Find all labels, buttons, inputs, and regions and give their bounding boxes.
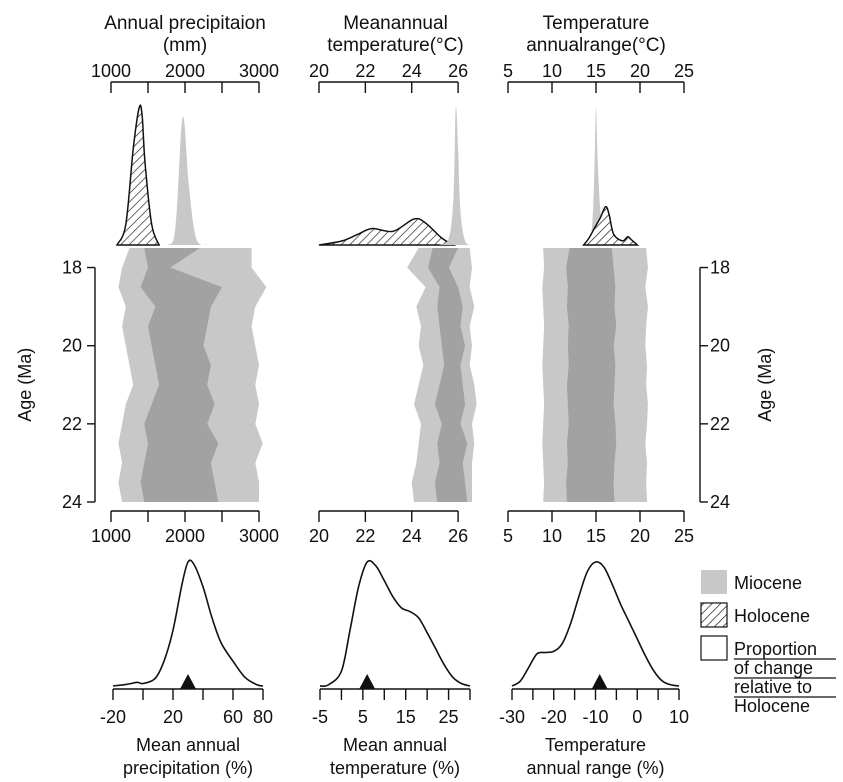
top-tick-label-range-3: 20 (630, 61, 650, 81)
ts-inner-band-precip (140, 248, 222, 502)
ts-inner-band-temp (427, 248, 468, 502)
top-title-precip-2: (mm) (163, 35, 207, 56)
top-tick-label-range-2: 15 (586, 61, 606, 81)
top-density-precip-miocene (167, 116, 208, 246)
top-title-precip-1: Annual precipitaion (104, 13, 266, 34)
change-tick-label-temp-2: 5 (358, 707, 368, 727)
legend-proportion-line-1: Proportion (734, 639, 817, 659)
top-density-precip-holocene (115, 104, 161, 246)
top-density-temp-holocene (318, 217, 457, 246)
change-density-panels: -20 20 60 80 Mean annual precipitation (%) -5 5… (100, 559, 689, 778)
change-tick-label-range-2: -20 (541, 707, 567, 727)
top-tick-label-temp-2: 24 (402, 61, 422, 81)
change-density-line-temp (319, 559, 471, 688)
ts-y-tick-label-right-1: 20 (710, 336, 730, 356)
legend-holocene-swatch (700, 602, 728, 628)
top-tick-label-range-0: 5 (503, 61, 513, 81)
ts-tick-label-temp-2: 24 (402, 526, 422, 546)
ts-y-tick-label-right-2: 22 (710, 414, 730, 434)
ts-tick-label-temp-1: 22 (355, 526, 375, 546)
change-tick-label-temp-6: 25 (439, 707, 459, 727)
ts-tick-label-range-1: 10 (542, 526, 562, 546)
top-tick-label-precip-2: 3000 (239, 61, 279, 81)
legend-proportion-line-3: relative to (734, 677, 812, 697)
change-x-axis-label-temp-1: Mean annual (343, 735, 447, 755)
change-tick-label-range-6: 0 (632, 707, 642, 727)
change-x-axis-label-temp-2: temperature (%) (330, 758, 460, 778)
top-tick-label-range-4: 25 (674, 61, 694, 81)
legend-proportion-line-4: Holocene (734, 696, 810, 716)
ts-tick-label-range-4: 25 (674, 526, 694, 546)
change-x-axis-label-precip-2: precipitation (%) (123, 758, 253, 778)
timeseries-panel-range: 5 10 15 20 25 18 20 22 24 Age (Ma) (503, 248, 775, 546)
top-panel-precip: Annual precipitaion(mm) 1000 2000 3000 (91, 13, 279, 246)
change-tick-label-temp-0: -5 (312, 707, 328, 727)
ts-tick-label-precip-0: 1000 (91, 526, 131, 546)
legend-proportion-line-2: of change (734, 658, 813, 678)
ts-y-tick-label-left-3: 24 (62, 492, 82, 512)
top-title-temp-2: temperature(°C) (327, 35, 463, 56)
ts-y-tick-label-left-0: 18 (62, 258, 82, 278)
ts-tick-label-range-3: 20 (630, 526, 650, 546)
legend-miocene-label: Miocene (734, 573, 802, 593)
change-x-axis-label-range-2: annual range (%) (526, 758, 664, 778)
ts-y-axis-label-left: Age (Ma) (15, 348, 35, 422)
ts-inner-band-range (566, 248, 617, 502)
top-tick-label-range-1: 10 (542, 61, 562, 81)
change-median-marker-precip (180, 674, 196, 689)
change-tick-label-precip-2: 20 (163, 707, 183, 727)
top-tick-label-precip-1: 2000 (165, 61, 205, 81)
top-tick-label-temp-0: 20 (309, 61, 329, 81)
change-tick-label-range-4: -10 (582, 707, 608, 727)
top-density-temp-miocene (439, 106, 472, 245)
ts-y-tick-label-left-1: 20 (62, 336, 82, 356)
ts-tick-label-precip-2: 3000 (239, 526, 279, 546)
change-x-axis-label-precip-1: Mean annual (136, 735, 240, 755)
timeseries-panel-precip: 1000 2000 3000 18 20 22 24 Age (Ma) (15, 248, 279, 546)
change-panel-range: -30 -20 -10 0 10 Temperature annual range (%) (499, 561, 689, 778)
top-tick-label-precip-0: 1000 (91, 61, 131, 81)
top-title-range-2: annualrange(°C) (526, 35, 666, 56)
top-title-range-1: Temperature (543, 13, 650, 34)
change-tick-label-precip-4: 60 (223, 707, 243, 727)
top-tick-label-temp-1: 22 (355, 61, 375, 81)
change-panel-precip: -20 20 60 80 Mean annual precipitation (%) (100, 559, 273, 778)
top-tick-label-temp-3: 26 (448, 61, 468, 81)
change-tick-label-temp-4: 15 (396, 707, 416, 727)
legend-miocene-swatch (701, 570, 727, 594)
change-x-axis-label-range-1: Temperature (545, 735, 646, 755)
timeseries-panel-temp: 20 22 24 26 (309, 248, 477, 546)
ts-y-tick-label-right-0: 18 (710, 258, 730, 278)
change-tick-label-range-8: 10 (669, 707, 689, 727)
legend-proportion-swatch (700, 635, 728, 661)
change-median-marker-temp (359, 674, 376, 689)
top-density-panels: Annual precipitaion(mm) 1000 2000 3000 Meana… (91, 13, 694, 246)
ts-tick-label-range-0: 5 (503, 526, 513, 546)
ts-tick-label-range-2: 15 (586, 526, 606, 546)
ts-tick-label-temp-3: 26 (448, 526, 468, 546)
ts-tick-label-precip-1: 2000 (165, 526, 205, 546)
change-tick-label-range-0: -30 (499, 707, 525, 727)
change-median-marker-range (591, 674, 608, 689)
top-density-range-holocene (582, 205, 640, 246)
legend: Miocene Holocene Proportion of change re… (700, 570, 836, 716)
change-density-line-precip (112, 559, 264, 687)
top-title-temp-1: Meanannual (343, 13, 448, 34)
top-density-range-miocene (585, 107, 618, 246)
legend-holocene-label: Holocene (734, 606, 810, 626)
change-panel-temp: -5 5 15 25 Mean annual temperature (%) (312, 559, 471, 778)
timeseries-panels: 1000 2000 3000 18 20 22 24 Age (Ma) 20 22 24 26 5 10 1… (15, 248, 775, 546)
ts-y-tick-label-left-2: 22 (62, 414, 82, 434)
change-tick-label-precip-0: -20 (100, 707, 126, 727)
change-tick-label-precip-5: 80 (253, 707, 273, 727)
ts-y-tick-label-right-3: 24 (710, 492, 730, 512)
change-density-line-range (511, 561, 680, 687)
ts-tick-label-temp-0: 20 (309, 526, 329, 546)
ts-y-axis-label-right: Age (Ma) (755, 348, 775, 422)
